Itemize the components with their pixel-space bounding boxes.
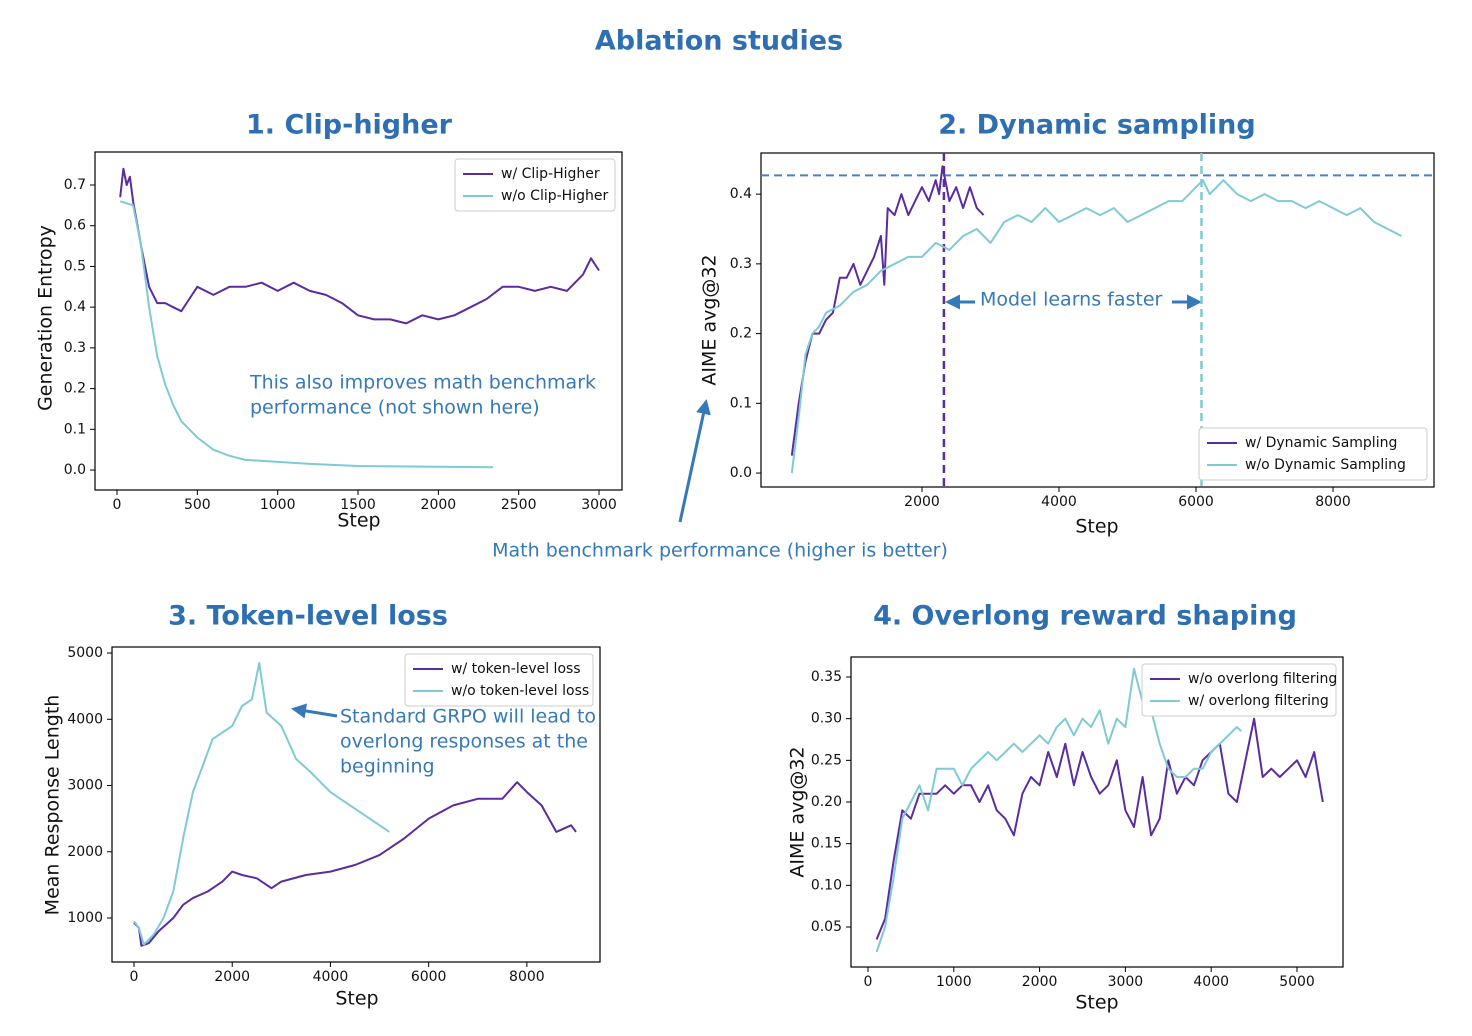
y-tick-label: 0.0 xyxy=(730,465,752,481)
x-tick-label: 8000 xyxy=(509,969,545,985)
y-tick-label: 3000 xyxy=(67,778,103,794)
y-tick-label: 0.2 xyxy=(730,326,752,342)
legend-label: w/ token-level loss xyxy=(451,661,581,677)
legend-label: w/o overlong filtering xyxy=(1188,671,1337,687)
legend-label: w/o Clip-Higher xyxy=(501,188,608,204)
annotation-arrow xyxy=(678,399,711,523)
legend-box xyxy=(1141,663,1337,717)
y-tick-label: 0.10 xyxy=(811,877,842,893)
y-tick-label: 1000 xyxy=(67,910,103,926)
annotation: performance (not shown here) xyxy=(250,397,540,419)
annotation: Standard GRPO will lead to xyxy=(340,706,596,728)
y-tick-label: 0.5 xyxy=(64,258,86,274)
y-tick-label: 0.2 xyxy=(64,381,86,397)
y-axis-label: AIME avg@32 xyxy=(699,254,721,385)
y-axis-label: Generation Entropy xyxy=(35,225,57,411)
annotation: beginning xyxy=(340,756,435,778)
y-tick-label: 0.05 xyxy=(811,919,842,935)
x-tick-label: 3000 xyxy=(581,497,617,513)
annotation-arrow xyxy=(291,703,338,719)
y-tick-label: 0.4 xyxy=(64,299,86,315)
legend-label: w/ Clip-Higher xyxy=(501,166,600,182)
legend-box xyxy=(454,158,616,212)
x-tick-label: 1000 xyxy=(936,974,972,990)
x-tick-label: 2000 xyxy=(421,497,457,513)
x-tick-label: 1000 xyxy=(260,497,296,513)
annotation: Model learns faster xyxy=(980,289,1163,311)
figure-annotation: Math benchmark performance (higher is be… xyxy=(492,540,948,562)
x-tick-label: 2500 xyxy=(501,497,537,513)
legend-box xyxy=(1198,427,1428,481)
x-tick-label: 2000 xyxy=(214,969,250,985)
series-line xyxy=(790,179,1402,474)
figure-title: Ablation studies xyxy=(595,26,843,57)
annotation: overlong responses at the xyxy=(340,731,588,753)
x-axis-label: Step xyxy=(335,988,378,1010)
chart-title: 2. Dynamic sampling xyxy=(938,110,1256,141)
x-tick-label: 3000 xyxy=(1108,974,1144,990)
y-tick-label: 0.0 xyxy=(64,462,86,478)
plot-frame xyxy=(760,152,1435,488)
y-tick-label: 0.3 xyxy=(64,340,86,356)
y-tick-label: 0.35 xyxy=(811,669,842,685)
x-tick-label: 0 xyxy=(864,974,873,990)
series-line xyxy=(790,165,985,456)
y-tick-label: 0.3 xyxy=(730,256,752,272)
y-tick-label: 5000 xyxy=(67,645,103,661)
y-tick-label: 0.4 xyxy=(730,186,752,202)
x-tick-label: 500 xyxy=(184,497,211,513)
y-tick-label: 0.25 xyxy=(811,752,842,768)
chart-title: 4. Overlong reward shaping xyxy=(873,601,1297,632)
series-line xyxy=(875,717,1324,940)
y-tick-label: 0.6 xyxy=(64,218,86,234)
y-tick-label: 0.15 xyxy=(811,836,842,852)
series-line xyxy=(133,781,577,947)
x-tick-label: 0 xyxy=(113,497,122,513)
x-tick-label: 1500 xyxy=(340,497,376,513)
chart-title: 1. Clip-higher xyxy=(246,110,453,141)
x-tick-label: 4000 xyxy=(1193,974,1229,990)
y-tick-label: 0.1 xyxy=(64,421,86,437)
x-tick-label: 0 xyxy=(130,969,139,985)
y-tick-label: 0.30 xyxy=(811,711,842,727)
legend-label: w/ overlong filtering xyxy=(1188,693,1329,709)
legend-label: w/o token-level loss xyxy=(451,683,589,699)
legend-label: w/ Dynamic Sampling xyxy=(1245,435,1397,451)
y-tick-label: 0.7 xyxy=(64,177,86,193)
chart-title: 3. Token-level loss xyxy=(168,601,448,632)
series-line xyxy=(119,200,494,469)
y-tick-label: 0.1 xyxy=(730,395,752,411)
series-line xyxy=(119,167,600,325)
y-axis-label: Mean Response Length xyxy=(42,695,64,916)
x-tick-label: 4000 xyxy=(1041,494,1077,510)
series-line xyxy=(133,662,390,946)
x-tick-label: 2000 xyxy=(904,494,940,510)
series-line xyxy=(875,667,1242,953)
y-tick-label: 0.20 xyxy=(811,794,842,810)
x-axis-label: Step xyxy=(1075,516,1118,538)
plot-frame xyxy=(111,646,601,963)
x-tick-label: 2000 xyxy=(1022,974,1058,990)
y-tick-label: 4000 xyxy=(67,711,103,727)
x-tick-label: 4000 xyxy=(313,969,349,985)
annotation: This also improves math benchmark xyxy=(249,372,596,394)
x-tick-label: 8000 xyxy=(1315,494,1351,510)
plot-frame xyxy=(850,656,1344,968)
x-axis-label: Step xyxy=(1075,992,1118,1014)
y-tick-label: 2000 xyxy=(67,844,103,860)
x-tick-label: 6000 xyxy=(1178,494,1214,510)
legend-label: w/o Dynamic Sampling xyxy=(1245,457,1406,473)
x-axis-label: Step xyxy=(337,510,380,532)
legend-box xyxy=(404,653,594,707)
x-tick-label: 6000 xyxy=(411,969,447,985)
x-tick-label: 5000 xyxy=(1279,974,1315,990)
y-axis-label: AIME avg@32 xyxy=(787,746,809,877)
